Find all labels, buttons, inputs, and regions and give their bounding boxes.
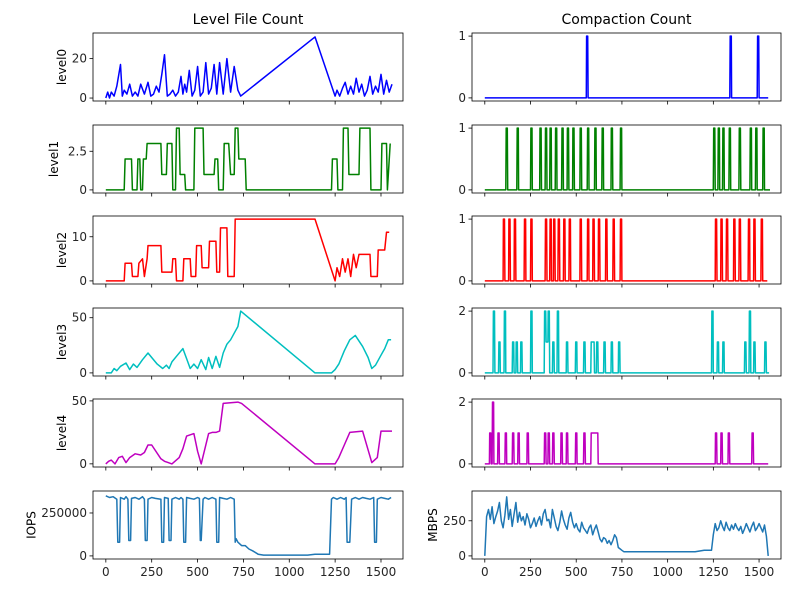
axes-frame bbox=[92, 32, 404, 102]
y-tick-label: 0 bbox=[79, 91, 87, 105]
x-tick-label: 0 bbox=[102, 565, 110, 579]
subplot-title: Level File Count bbox=[193, 12, 304, 28]
subplot-8: 02 bbox=[458, 304, 782, 380]
axes-frame bbox=[92, 307, 404, 377]
series-line bbox=[105, 401, 392, 465]
x-tick-label: 1250 bbox=[320, 565, 351, 579]
subplot-4: 01 bbox=[458, 121, 782, 197]
y-tick-label: 0 bbox=[458, 91, 466, 105]
axes-frame bbox=[92, 215, 404, 285]
series-line bbox=[105, 36, 393, 99]
x-tick-label: 1500 bbox=[744, 565, 775, 579]
y-tick-label: 2 bbox=[458, 395, 466, 409]
axes-frame bbox=[471, 215, 782, 285]
series-line bbox=[484, 496, 769, 556]
y-tick-label: 250000 bbox=[41, 506, 87, 520]
y-tick-label: 0 bbox=[79, 549, 87, 563]
y-tick-label: 250 bbox=[443, 514, 466, 528]
axes-frame bbox=[471, 490, 782, 560]
y-tick-label: 0 bbox=[458, 549, 466, 563]
y-tick-label: 2.5 bbox=[68, 144, 87, 158]
subplot-1: 0 20 Level File Count level0 bbox=[55, 12, 404, 105]
y-axis-label: level3 bbox=[55, 324, 69, 360]
axes-frame bbox=[471, 307, 782, 377]
y-tick-label: 1 bbox=[458, 29, 466, 43]
subplot-6: 01 bbox=[458, 212, 782, 288]
series-line bbox=[484, 127, 770, 191]
subplot-12: 0 250 0 250 500 750 1000 1250 1500 MBPS bbox=[426, 490, 782, 579]
x-tick-label: 1500 bbox=[366, 565, 397, 579]
y-tick-label: 20 bbox=[72, 52, 87, 66]
series-line bbox=[105, 127, 391, 191]
y-tick-label: 0 bbox=[458, 183, 466, 197]
y-tick-label: 0 bbox=[79, 183, 87, 197]
y-axis-label: level1 bbox=[47, 141, 61, 177]
y-tick-label: 50 bbox=[72, 394, 87, 408]
x-tick-label: 250 bbox=[519, 565, 542, 579]
axes-frame bbox=[471, 398, 782, 468]
series-line bbox=[105, 218, 390, 282]
y-axis-label: level2 bbox=[55, 232, 69, 268]
x-tick-label: 0 bbox=[481, 565, 489, 579]
y-tick-label: 2 bbox=[458, 304, 466, 318]
y-tick-label: 50 bbox=[72, 311, 87, 325]
y-axis-label: level4 bbox=[55, 415, 69, 451]
y-tick-label: 0 bbox=[458, 366, 466, 380]
subplot-10: 02 bbox=[458, 395, 782, 471]
y-tick-label: 0 bbox=[79, 366, 87, 380]
subplot-11: 0 250000 0 250 500 750 1000 1250 1500 IOPS bbox=[24, 490, 404, 579]
x-tick-label: 1000 bbox=[652, 565, 683, 579]
y-tick-label: 0 bbox=[79, 274, 87, 288]
series-line bbox=[484, 401, 769, 465]
y-axis-label: MBPS bbox=[426, 508, 440, 541]
axes-frame bbox=[92, 490, 404, 560]
axes-frame bbox=[92, 124, 404, 194]
series-line bbox=[484, 35, 769, 99]
x-tick-label: 500 bbox=[565, 565, 588, 579]
y-tick-label: 1 bbox=[458, 121, 466, 135]
x-tick-label: 500 bbox=[186, 565, 209, 579]
subplot-3: 0 2.5 level1 bbox=[47, 124, 404, 197]
y-tick-label: 0 bbox=[79, 457, 87, 471]
y-tick-label: 0 bbox=[458, 274, 466, 288]
series-line bbox=[484, 218, 768, 282]
subplot-2: 0 1 Compaction Count bbox=[458, 12, 782, 105]
axes-frame bbox=[471, 124, 782, 194]
series-line bbox=[105, 310, 392, 374]
y-tick-label: 0 bbox=[458, 457, 466, 471]
x-tick-label: 250 bbox=[140, 565, 163, 579]
subplot-title: Compaction Count bbox=[562, 12, 692, 28]
axes-frame bbox=[471, 32, 782, 102]
y-tick-label: 1 bbox=[458, 212, 466, 226]
y-axis-label: level0 bbox=[55, 49, 69, 85]
x-tick-label: 1250 bbox=[698, 565, 729, 579]
y-tick-label: 10 bbox=[72, 230, 87, 244]
series-line bbox=[484, 310, 770, 374]
axes-frame bbox=[92, 398, 404, 468]
x-tick-label: 750 bbox=[232, 565, 255, 579]
x-tick-label: 1000 bbox=[274, 565, 305, 579]
y-axis-label: IOPS bbox=[24, 511, 38, 539]
x-tick-label: 750 bbox=[610, 565, 633, 579]
series-line bbox=[105, 495, 392, 556]
